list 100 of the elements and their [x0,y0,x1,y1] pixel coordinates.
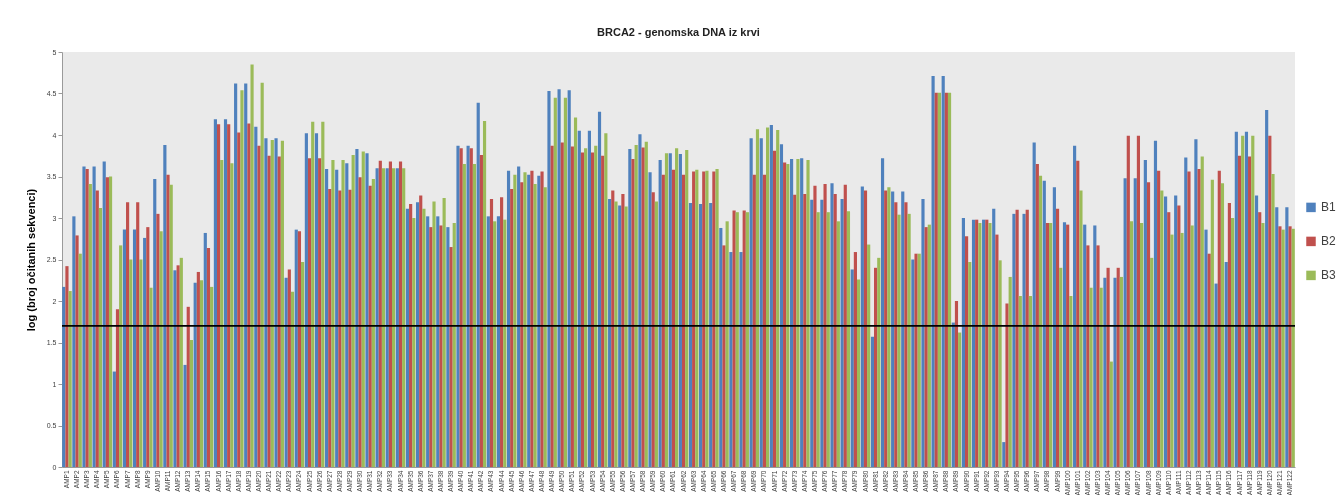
bar [92,166,96,467]
bar [132,229,137,467]
bar [102,161,106,467]
bar [567,90,571,467]
bar [961,218,965,467]
bar [550,145,554,467]
bar [1032,142,1036,467]
bar [452,222,456,467]
bar [1177,205,1181,467]
bar [796,159,800,467]
bar [604,133,608,467]
bar [789,159,794,467]
bar [186,306,190,467]
bar [257,145,261,467]
bar [237,132,241,467]
bar [409,203,413,467]
bar [1170,234,1174,467]
legend-label: B2 [1321,234,1336,249]
bar [729,252,733,467]
bar [901,191,905,467]
bar [98,208,103,467]
bar [230,163,234,467]
bar [446,227,450,467]
bar [709,203,713,467]
bar [1210,179,1214,467]
bar [371,178,375,467]
bar [112,371,116,467]
bar [419,195,423,467]
bar [874,267,878,467]
bar [270,139,274,467]
bar [954,301,959,467]
bar [240,90,244,467]
bar [88,183,92,467]
bar [846,211,851,467]
bar [921,198,925,467]
bar [587,130,591,467]
bar [803,193,807,467]
bar [199,280,204,467]
bar [250,64,254,467]
bar [1244,131,1249,467]
bar [1002,442,1006,467]
bar [358,177,362,467]
bar [216,124,221,467]
bar [685,149,689,467]
bar [833,193,837,467]
bar [725,221,729,467]
bar [254,126,258,467]
bar [62,286,66,467]
bar [584,148,588,467]
bar [975,219,979,467]
bar [1254,195,1259,467]
bar [126,202,130,467]
legend-label: B3 [1321,268,1336,283]
bar [523,172,527,467]
bar [206,247,211,467]
bar [405,208,410,467]
bar [280,140,284,467]
bar [375,168,379,467]
bar [1174,195,1178,467]
bar [611,190,615,467]
bar [944,92,948,467]
bar [290,291,295,467]
bar [1275,207,1279,467]
bar [1022,213,1026,467]
bar [234,83,238,467]
bar [355,149,359,467]
bar [196,271,200,467]
bar [537,175,541,467]
bar [220,159,224,467]
bar [897,214,901,467]
bar [880,158,885,467]
bar [1261,222,1265,467]
bar [823,183,827,467]
bar [1214,283,1218,467]
bar [614,201,618,467]
bar [496,216,501,467]
bar [1187,171,1191,467]
bar [1126,135,1130,467]
bar [1146,182,1151,467]
bar [1157,170,1161,467]
bar [479,154,483,467]
bar [540,171,544,467]
bar [877,257,881,467]
bar [351,154,355,467]
bar [381,168,386,467]
bar [244,83,248,467]
bar [1069,296,1073,467]
bar [968,261,972,467]
bar [722,245,726,467]
bar [628,149,632,467]
bar [331,159,335,467]
bar [1140,222,1144,467]
bar [260,82,264,467]
bar [1150,257,1154,467]
bar [108,176,113,467]
bar [1204,229,1208,467]
bar [307,158,312,467]
bar [1008,276,1012,467]
bar [998,260,1002,467]
bar [856,279,861,467]
